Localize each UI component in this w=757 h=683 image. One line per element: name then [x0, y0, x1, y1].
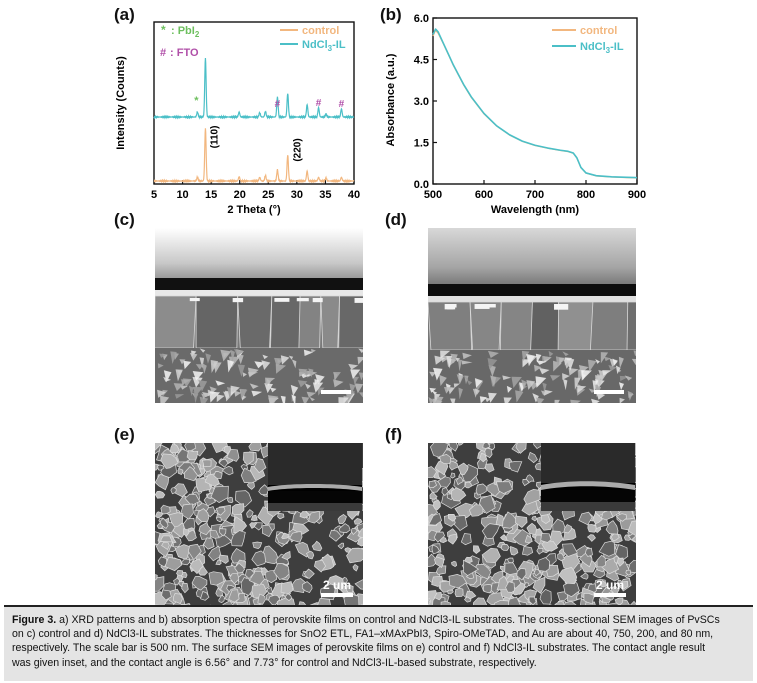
abs-xtick-label: 800: [577, 189, 595, 201]
fto-peak-marker: #: [275, 99, 281, 110]
scale-bar-label-f: 2 um: [596, 578, 625, 592]
caption-line-3: respectively. The scale bar is 500 nm. T…: [12, 642, 706, 655]
scale-bar: [594, 390, 624, 394]
peak-label-110: (110): [209, 126, 220, 149]
abs-ytick-label: 3.0: [414, 96, 429, 108]
xrd-chart: Intensity (Counts) 2 Theta (°) 5 10 15 20 25…: [115, 21, 360, 216]
pbi2-marker-label: : PbI2: [171, 25, 200, 39]
scale-bar-label-e: 2 um: [323, 578, 352, 592]
abs-ylabel: Absorbance (a.u.): [385, 53, 397, 146]
caption-line-4: was given inset, and the contact angle i…: [12, 656, 537, 669]
scale-bar: [321, 390, 351, 394]
panel-label-d: (d): [385, 210, 407, 229]
sem-surface-ndcl: 2 um: [428, 443, 636, 608]
abs-legend-ndcl: NdCl3-IL: [580, 41, 624, 55]
xrd-xlabel: 2 Theta (°): [227, 204, 281, 216]
xrd-xtick-label: 5: [151, 189, 157, 201]
peak-label-220: (220): [293, 138, 304, 161]
abs-xtick-label: 900: [628, 189, 646, 201]
abs-xtick-label: 600: [475, 189, 493, 201]
xrd-legend-control: control: [302, 25, 339, 37]
caption-line-2: on c) control and d) NdCl3-IL substrates…: [12, 628, 714, 641]
xrd-xtick-label: 35: [319, 189, 331, 201]
panel-label-f: (f): [385, 425, 402, 444]
pbi2-marker-symbol: *: [161, 23, 166, 37]
caption-line-1: a) XRD patterns and b) absorption spectr…: [59, 614, 720, 626]
xrd-ylabel: Intensity (Counts): [115, 56, 127, 150]
sem-cross-section-ndcl: [428, 228, 636, 403]
fto-peak-marker: #: [339, 99, 345, 110]
xrd-xtick-label: 15: [205, 189, 217, 201]
panel-label-a: (a): [114, 5, 135, 24]
fto-peak-marker: #: [316, 98, 322, 109]
contact-angle-inset-ndcl: [541, 443, 635, 511]
abs-ytick-label: 4.5: [414, 55, 429, 67]
sem-surface-control: 2 um: [155, 443, 363, 608]
xrd-xtick-label: 25: [262, 189, 274, 201]
abs-ytick-label: 1.5: [414, 138, 429, 150]
abs-xtick-label: 500: [424, 189, 442, 201]
caption-label: Figure 3.: [12, 614, 57, 626]
xrd-plot-frame: [153, 21, 355, 185]
panel-label-b: (b): [380, 5, 402, 24]
fto-marker-label: : FTO: [170, 47, 199, 59]
abs-xtick-label: 700: [526, 189, 544, 201]
panel-label-c: (c): [114, 210, 135, 229]
fto-marker-symbol: #: [160, 47, 166, 59]
xrd-xtick-label: 40: [348, 189, 360, 201]
xrd-xtick-label: 30: [291, 189, 303, 201]
contact-angle-inset-control: [268, 443, 362, 511]
xrd-legend-ndcl: NdCl3-IL: [302, 39, 346, 53]
xrd-xtick-label: 20: [234, 189, 246, 201]
abs-plot-frame: [432, 17, 638, 185]
abs-ytick-label: 6.0: [414, 13, 429, 25]
abs-series-ndcl: [432, 28, 638, 179]
panel-label-e: (e): [114, 425, 135, 444]
abs-legend-control: control: [580, 25, 617, 37]
pbi2-peak-marker: *: [194, 95, 199, 107]
sem-cross-section-control: [155, 228, 363, 403]
xrd-xtick-label: 10: [176, 189, 188, 201]
xrd-series-ndcl: [153, 58, 355, 120]
figure-caption: Figure 3. a) XRD patterns and b) absorpt…: [4, 605, 753, 681]
absorbance-chart: Absorbance (a.u.) Wavelength (nm) 500 600…: [385, 13, 646, 216]
xrd-series-control: [153, 128, 355, 184]
abs-xlabel: Wavelength (nm): [491, 204, 580, 216]
abs-ytick-label: 0.0: [414, 179, 429, 191]
